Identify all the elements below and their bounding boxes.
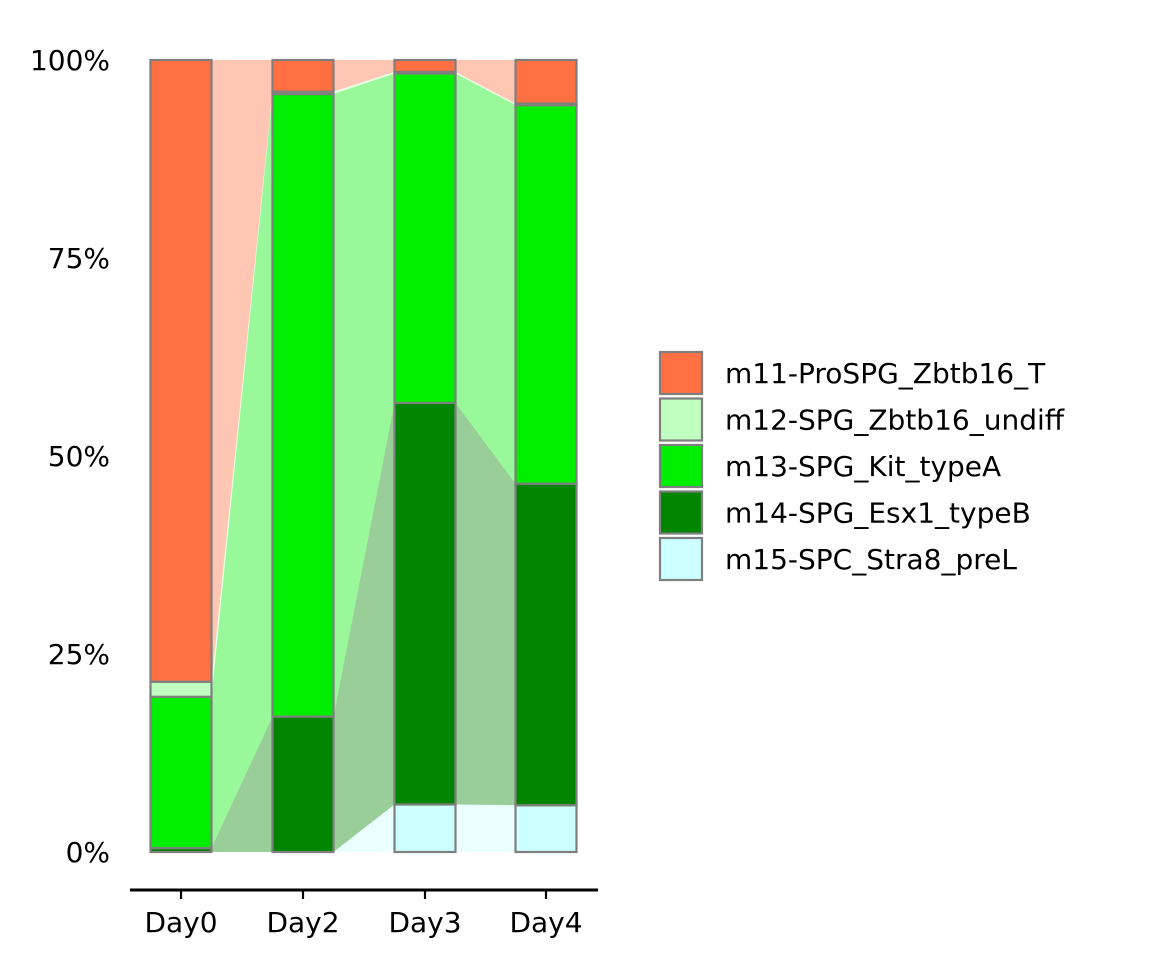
legend-key-m14-spg-esx1-typeb bbox=[658, 490, 704, 535]
bar-segment-m15-spc-stra8-prel-day3 bbox=[393, 803, 457, 854]
legend-label-m11-prospg-zbtb16-t: m11-ProSPG_Zbtb16_T bbox=[725, 357, 1046, 390]
legend-key-m11-prospg-zbtb16-t bbox=[658, 350, 704, 396]
bar-segment-m12-spg-zbtb16-undiff-day0 bbox=[149, 680, 213, 698]
flow-m13-spg-kit-typea-day0-to-day2 bbox=[211, 94, 273, 849]
bar-segment-m14-spg-esx1-typeb-day2 bbox=[271, 715, 335, 854]
x-tick-label: Day0 bbox=[144, 906, 217, 939]
bar-segment-m13-spg-kit-typea-day3 bbox=[393, 72, 457, 405]
flow-m12-spg-zbtb16-undiff-day0-to-day2 bbox=[211, 91, 273, 697]
y-tick-label: 25% bbox=[48, 638, 110, 671]
x-axis: Day0 Day2 Day3 Day4 bbox=[130, 888, 598, 939]
legend-key-m13-spg-kit-typea bbox=[658, 443, 704, 489]
flow-m11-prospg-zbtb16-t-day2-to-day3 bbox=[333, 60, 395, 92]
bar-segment-m11-prospg-zbtb16-t-day2 bbox=[271, 58, 335, 93]
flow-m12-spg-zbtb16-undiff-day3-to-day4 bbox=[455, 71, 516, 106]
bar-segment-m14-spg-esx1-typeb-day4 bbox=[514, 482, 578, 807]
legend: m11-ProSPG_Zbtb16_T m12-SPG_Zbtb16_undiff… bbox=[658, 350, 1065, 582]
x-tick-label: Day3 bbox=[388, 906, 461, 939]
bar-segment-m14-spg-esx1-typeb-day3 bbox=[393, 401, 457, 806]
flow-m13-spg-kit-typea-day2-to-day3 bbox=[333, 73, 395, 717]
flow-m14-spg-esx1-typeb-day0-to-day2 bbox=[211, 716, 273, 852]
y-tick-label: 50% bbox=[48, 440, 110, 473]
legend-key-m15-spc-stra8-prel bbox=[658, 536, 704, 582]
legend-label-m14-spg-esx1-typeb: m14-SPG_Esx1_typeB bbox=[725, 497, 1031, 530]
bar-segment-m11-prospg-zbtb16-t-day3 bbox=[393, 58, 457, 73]
x-tick-label: Day4 bbox=[509, 906, 582, 939]
flow-m13-spg-kit-typea-day3-to-day4 bbox=[455, 73, 516, 484]
flow-m14-spg-esx1-typeb-day2-to-day3 bbox=[333, 402, 395, 852]
flow-m14-spg-esx1-typeb-day3-to-day4 bbox=[455, 402, 516, 806]
y-axis: 0% 25% 50% 75% 100% bbox=[30, 44, 110, 869]
alluvial-flows bbox=[211, 60, 516, 852]
bar-segment-m11-prospg-zbtb16-t-day0 bbox=[149, 58, 213, 683]
legend-key-m12-spg-zbtb16-undiff bbox=[658, 397, 704, 442]
legend-label-m15-spc-stra8-prel: m15-SPC_Stra8_preL bbox=[725, 543, 1017, 576]
legend-label-m13-spg-kit-typea: m13-SPG_Kit_typeA bbox=[725, 450, 1001, 483]
flow-m15-spc-stra8-prel-day3-to-day4 bbox=[455, 804, 516, 852]
flow-m11-prospg-zbtb16-t-day0-to-day2 bbox=[211, 60, 273, 682]
flow-m12-spg-zbtb16-undiff-day2-to-day3 bbox=[333, 71, 395, 95]
flow-m15-spc-stra8-prel-day2-to-day3 bbox=[333, 804, 395, 852]
bars bbox=[149, 58, 578, 854]
bar-segment-m13-spg-kit-typea-day0 bbox=[149, 695, 213, 850]
bar-segment-m11-prospg-zbtb16-t-day4 bbox=[514, 58, 578, 105]
bar-segment-m15-spc-stra8-prel-day4 bbox=[514, 804, 578, 854]
legend-label-m12-spg-zbtb16-undiff: m12-SPG_Zbtb16_undiff bbox=[725, 404, 1065, 437]
y-tick-label: 100% bbox=[30, 44, 110, 77]
y-tick-label: 75% bbox=[48, 242, 110, 275]
y-tick-label: 0% bbox=[66, 836, 110, 869]
flow-m11-prospg-zbtb16-t-day3-to-day4 bbox=[455, 60, 516, 104]
bar-segment-m13-spg-kit-typea-day2 bbox=[271, 92, 335, 718]
x-tick-label: Day2 bbox=[266, 906, 339, 939]
bar-segment-m13-spg-kit-typea-day4 bbox=[514, 104, 578, 485]
